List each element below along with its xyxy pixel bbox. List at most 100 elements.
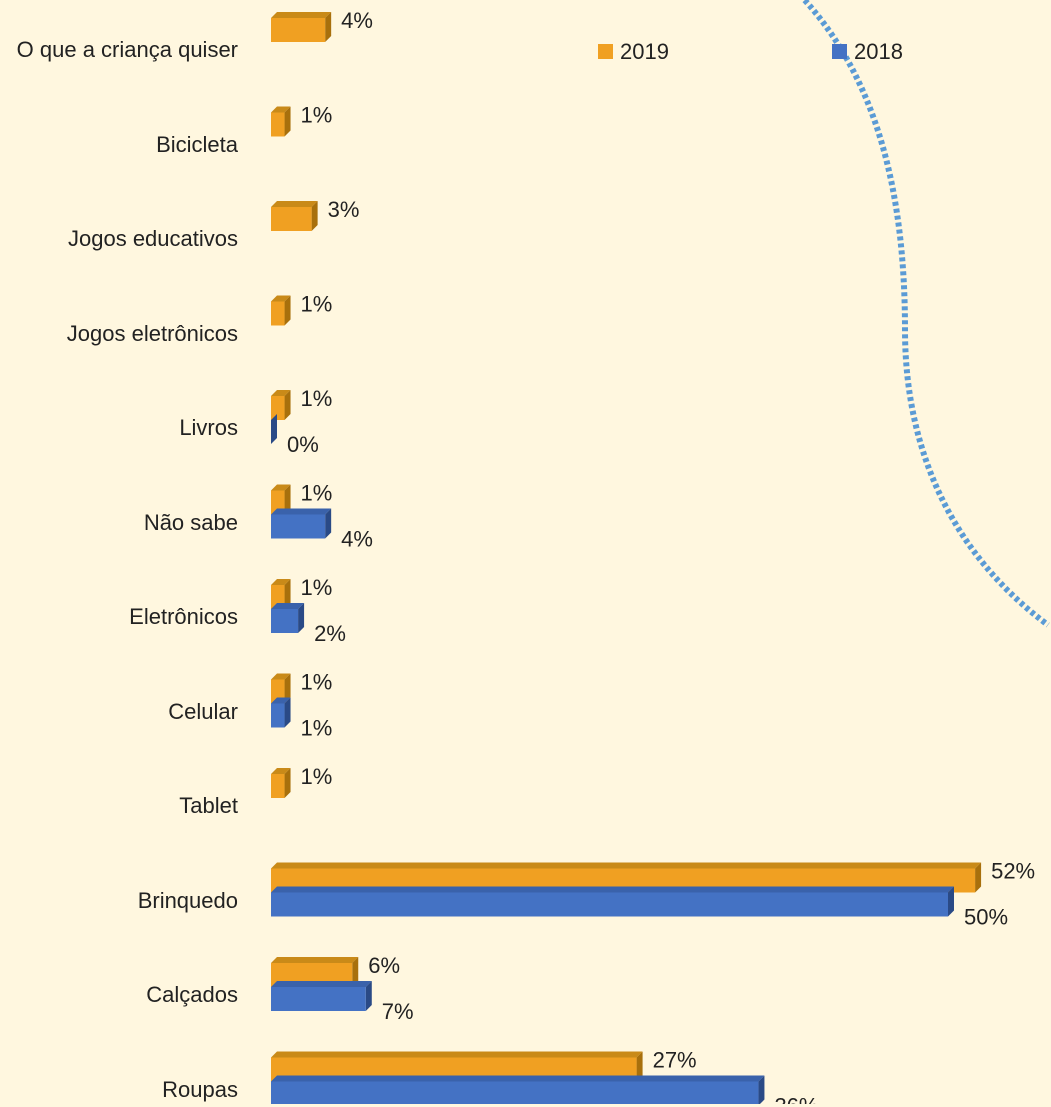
bar: [271, 609, 299, 633]
data-label: 0%: [287, 432, 319, 457]
category-label: Calçados: [146, 982, 238, 1007]
data-label: 1%: [301, 102, 333, 127]
bar-3d: [271, 768, 291, 798]
data-label: 52%: [991, 858, 1035, 883]
bar-top: [271, 1075, 765, 1082]
bar: [271, 514, 326, 539]
bar-side: [948, 886, 954, 917]
bar: [271, 18, 326, 42]
data-label: 1%: [301, 386, 333, 411]
bar-side: [365, 981, 372, 1011]
bar-top: [271, 957, 359, 963]
bar-3d: [271, 981, 372, 1011]
bar-top: [271, 579, 291, 585]
bar-side: [284, 106, 291, 137]
bar: [271, 774, 285, 798]
bar-3d: [271, 886, 954, 917]
category-label: Livros: [179, 415, 238, 440]
bar-side: [284, 697, 291, 728]
data-label: 4%: [341, 526, 373, 551]
bar-side: [298, 603, 305, 633]
data-label: 1%: [301, 575, 333, 600]
bar-3d: [271, 12, 332, 42]
bar-3d: [271, 1075, 765, 1104]
bar-side: [284, 579, 291, 609]
decorative-curve: [800, 0, 1050, 628]
bar-top: [271, 673, 291, 680]
bar-top: [271, 981, 372, 987]
data-label: 3%: [328, 197, 360, 222]
bar-top: [271, 886, 954, 893]
legend-swatch: [832, 44, 847, 59]
bar-top: [271, 484, 291, 491]
bar-side: [352, 957, 359, 987]
bar-3d: [271, 697, 291, 728]
legend-label: 2019: [620, 39, 669, 64]
bar: [271, 892, 948, 917]
bar: [271, 1081, 759, 1104]
data-label: 1%: [301, 480, 333, 505]
bar-top: [271, 603, 305, 609]
data-label: 1%: [301, 669, 333, 694]
bar-side: [284, 484, 291, 515]
bar-top: [271, 12, 332, 18]
bar-side: [284, 295, 291, 326]
data-label: 2%: [314, 621, 346, 646]
category-label: Celular: [168, 698, 238, 724]
bar-side: [758, 1075, 765, 1104]
bar-top: [271, 106, 291, 113]
legend-label: 2018: [854, 39, 903, 64]
bar: [271, 301, 285, 326]
bar-3d: [271, 390, 291, 420]
bar-side: [325, 508, 332, 539]
bar-top: [271, 390, 291, 396]
data-label: 27%: [653, 1047, 697, 1072]
bar-side: [975, 862, 982, 893]
bar: [271, 112, 285, 137]
category-label: Roupas: [162, 1076, 238, 1102]
bar-top: [271, 508, 332, 515]
data-label: 7%: [382, 999, 414, 1024]
bar-3d: [271, 295, 291, 326]
data-label: 36%: [774, 1093, 818, 1104]
category-label: Eletrônicos: [129, 604, 238, 629]
bar-top: [271, 862, 982, 869]
bar-side: [636, 1051, 643, 1082]
bar: [271, 396, 285, 420]
bar: [271, 987, 366, 1011]
bar-3d: [271, 414, 277, 444]
bar-side: [284, 390, 291, 420]
bar-top: [271, 697, 291, 704]
bar-side: [284, 768, 291, 798]
data-label: 1%: [301, 291, 333, 316]
data-label: 1%: [301, 715, 333, 740]
data-label: 1%: [301, 764, 333, 789]
bar-top: [271, 768, 291, 774]
data-label: 50%: [964, 904, 1008, 929]
legend-swatch: [598, 44, 613, 59]
bar-top: [271, 295, 291, 302]
bar-top: [271, 1051, 643, 1058]
category-label: Jogos eletrônicos: [66, 320, 238, 346]
category-label: Não sabe: [143, 509, 238, 535]
bar-3d: [271, 106, 291, 137]
bar-side: [284, 673, 291, 704]
data-label: 4%: [341, 8, 373, 33]
category-label: Brinquedo: [137, 887, 238, 913]
category-label: Tablet: [179, 793, 238, 818]
bar: [271, 207, 312, 231]
bar-side: [271, 414, 277, 444]
bar: [271, 703, 285, 728]
bar-top: [271, 201, 318, 207]
category-label: Bicicleta: [156, 131, 238, 157]
bar-3d: [271, 508, 332, 539]
bar-side: [311, 201, 318, 231]
category-label: Jogos educativos: [68, 226, 238, 251]
bar-3d: [271, 603, 305, 633]
bar-side: [325, 12, 332, 42]
bar-3d: [271, 201, 318, 231]
data-label: 6%: [368, 953, 400, 978]
category-label: O que a criança quiser: [16, 37, 238, 62]
